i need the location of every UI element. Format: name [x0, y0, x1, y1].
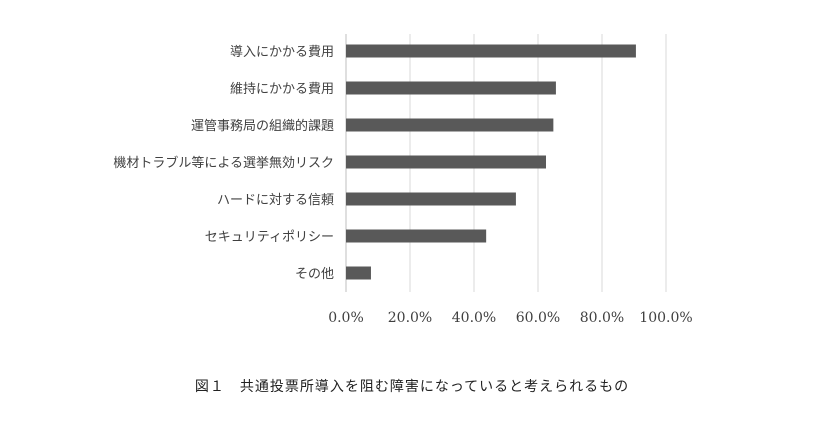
bar — [346, 229, 487, 243]
x-tick-label: 60.0% — [516, 310, 560, 326]
bar — [346, 192, 516, 206]
x-tick-label: 20.0% — [388, 310, 432, 326]
category-label: その他 — [295, 267, 334, 282]
x-tick-label: 40.0% — [452, 310, 496, 326]
bars — [346, 44, 636, 280]
category-label: 導入にかかる費用 — [230, 45, 334, 60]
bar — [346, 155, 546, 169]
category-label: 運管事務局の組織的課題 — [191, 118, 334, 134]
category-label: セキュリティポリシー — [205, 230, 334, 245]
category-label: 維持にかかる費用 — [230, 82, 334, 97]
figure-caption: 図１ 共通投票所導入を阻む障害になっていると考えられるもの — [194, 379, 630, 395]
bar — [346, 44, 636, 58]
x-tick-label: 80.0% — [580, 310, 624, 326]
bar — [346, 266, 371, 280]
category-label: 機材トラブル等による選挙無効リスク — [113, 155, 334, 171]
bar — [346, 81, 556, 95]
x-tick-labels: 0.0% 20.0% 40.0% 60.0% 80.0% 100.0% — [328, 310, 692, 326]
category-label: ハードに対する信頼 — [217, 193, 334, 208]
bar — [346, 118, 554, 132]
x-tick-label: 100.0% — [639, 310, 692, 326]
x-tick-label: 0.0% — [328, 310, 364, 326]
category-labels: 導入にかかる費用維持にかかる費用運管事務局の組織的課題機材トラブル等による選挙無… — [113, 45, 334, 282]
